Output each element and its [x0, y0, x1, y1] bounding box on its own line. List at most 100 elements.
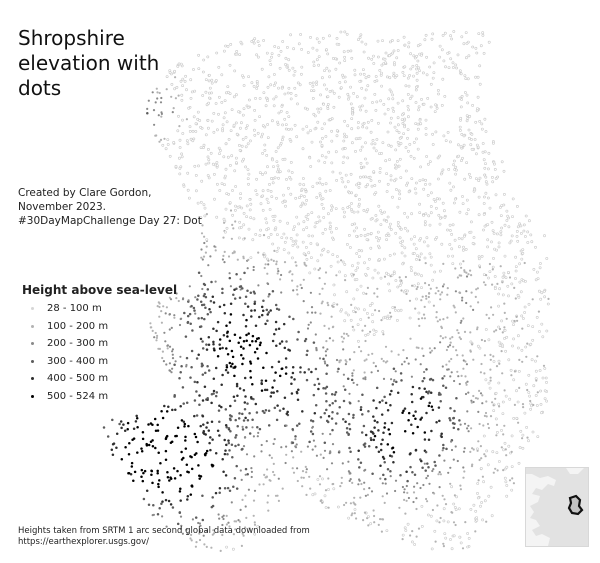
elevation-dot — [472, 448, 475, 451]
elevation-dot — [167, 405, 170, 408]
elevation-dot — [221, 533, 224, 537]
elevation-dot — [155, 336, 158, 339]
elevation-dot — [187, 106, 191, 110]
elevation-dot — [456, 354, 459, 357]
elevation-dot — [141, 437, 145, 441]
elevation-dot — [233, 250, 236, 253]
elevation-dot — [354, 193, 358, 197]
elevation-dot — [515, 315, 518, 318]
elevation-dot — [492, 231, 496, 235]
elevation-dot — [185, 401, 189, 405]
elevation-dot — [405, 357, 408, 360]
elevation-dot — [448, 223, 452, 227]
elevation-dot — [168, 479, 171, 482]
elevation-dot — [179, 370, 182, 374]
elevation-dot — [218, 305, 222, 308]
elevation-dot — [350, 127, 354, 131]
elevation-dot — [414, 417, 417, 421]
elevation-dot — [212, 172, 216, 176]
elevation-dot — [309, 129, 312, 133]
elevation-dot — [419, 397, 423, 400]
elevation-dot — [218, 434, 221, 437]
elevation-dot — [464, 247, 468, 251]
elevation-dot — [367, 74, 371, 78]
elevation-dot — [409, 154, 413, 158]
elevation-dot — [280, 446, 283, 449]
elevation-dot — [516, 225, 520, 229]
elevation-dot — [391, 306, 395, 309]
elevation-dot — [315, 83, 318, 86]
elevation-dot — [221, 287, 224, 291]
elevation-dot — [298, 83, 302, 87]
elevation-dot — [538, 369, 542, 372]
elevation-dot — [514, 255, 518, 259]
elevation-dot — [276, 272, 279, 275]
elevation-dot — [414, 448, 418, 452]
elevation-dot — [240, 206, 244, 210]
elevation-dot — [519, 290, 523, 294]
elevation-dot — [156, 97, 159, 100]
elevation-dot — [238, 336, 242, 340]
elevation-dot — [342, 215, 346, 219]
elevation-dot — [343, 274, 347, 278]
elevation-dot — [161, 143, 165, 147]
elevation-dot — [323, 324, 326, 327]
elevation-dot — [274, 494, 278, 497]
elevation-dot — [514, 269, 518, 273]
elevation-dot — [279, 278, 282, 281]
elevation-dot — [467, 54, 471, 58]
elevation-dot — [502, 192, 506, 196]
elevation-dot — [222, 514, 225, 517]
elevation-dot — [365, 292, 368, 295]
elevation-dot — [377, 429, 380, 432]
elevation-dot — [175, 86, 179, 89]
elevation-dot — [239, 225, 243, 229]
elevation-dot — [422, 354, 425, 357]
elevation-dot — [222, 116, 226, 120]
elevation-dot — [503, 424, 506, 427]
elevation-dot — [491, 229, 495, 233]
elevation-dot — [408, 97, 412, 100]
elevation-dot — [201, 258, 204, 261]
elevation-dot — [427, 404, 431, 408]
elevation-dot — [178, 138, 182, 142]
elevation-dot — [375, 386, 379, 390]
elevation-dot — [359, 233, 363, 237]
elevation-dot — [260, 313, 264, 317]
elevation-dot — [282, 248, 286, 252]
elevation-dot — [385, 190, 389, 193]
elevation-dot — [471, 447, 474, 450]
legend-label: 100 - 200 m — [47, 320, 109, 332]
elevation-dot — [409, 237, 413, 241]
elevation-dot — [383, 395, 386, 399]
elevation-dot — [235, 464, 238, 468]
elevation-dot — [214, 249, 217, 252]
elevation-dot — [370, 302, 374, 305]
elevation-dot — [526, 230, 530, 234]
elevation-dot — [263, 388, 267, 392]
elevation-dot — [486, 422, 490, 426]
elevation-dot — [364, 175, 368, 179]
elevation-dot — [313, 383, 316, 387]
elevation-dot — [384, 361, 387, 364]
elevation-dot — [221, 373, 224, 377]
elevation-dot — [242, 313, 245, 317]
elevation-dot — [403, 526, 407, 530]
elevation-dot — [491, 283, 494, 286]
elevation-dot — [147, 99, 150, 102]
elevation-dot — [450, 247, 454, 251]
elevation-dot — [391, 93, 395, 97]
elevation-dot — [154, 446, 157, 450]
elevation-dot — [491, 268, 494, 271]
elevation-dot — [306, 51, 310, 54]
elevation-dot — [376, 39, 380, 43]
elevation-dot — [494, 397, 497, 400]
elevation-dot — [443, 375, 446, 378]
elevation-dot — [175, 292, 178, 295]
elevation-dot — [381, 39, 384, 43]
elevation-dot — [363, 261, 366, 265]
elevation-dot — [396, 140, 400, 144]
elevation-dot — [402, 349, 405, 352]
elevation-dot — [517, 334, 520, 338]
elevation-dot — [280, 273, 283, 277]
